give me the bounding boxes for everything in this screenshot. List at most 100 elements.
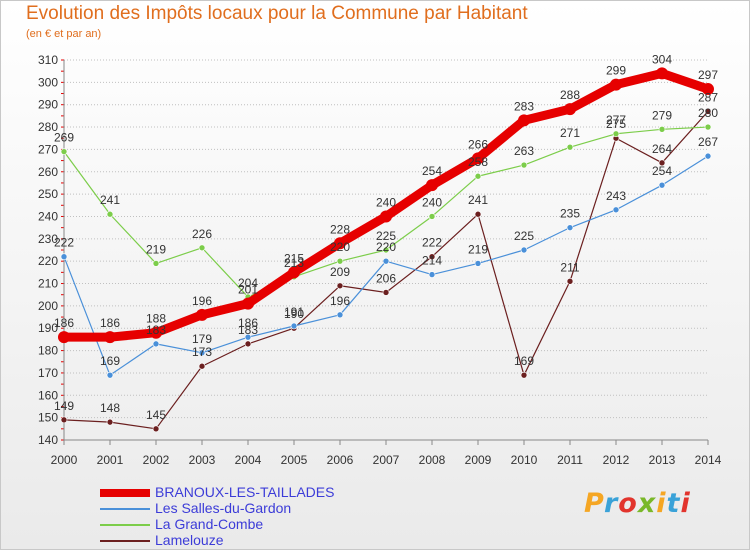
legend-label: BRANOUX-LES-TAILLADES bbox=[155, 484, 335, 500]
data-label: 183 bbox=[238, 323, 258, 337]
y-tick-label: 200 bbox=[38, 299, 58, 313]
data-point bbox=[428, 271, 436, 278]
logo-letter: o bbox=[618, 488, 638, 519]
x-tick-label: 2008 bbox=[419, 453, 446, 467]
data-label: 235 bbox=[560, 207, 580, 221]
data-label: 266 bbox=[468, 137, 488, 151]
data-point bbox=[288, 266, 300, 279]
data-point bbox=[658, 125, 666, 133]
data-label: 299 bbox=[606, 64, 626, 78]
data-point bbox=[382, 257, 390, 265]
chart-subtitle: (en € et par an) bbox=[26, 28, 102, 40]
data-label: 225 bbox=[376, 229, 396, 243]
data-label: 206 bbox=[376, 271, 396, 285]
data-label: 297 bbox=[698, 68, 718, 82]
y-tick-label: 150 bbox=[38, 411, 58, 425]
x-tick-label: 2012 bbox=[603, 453, 630, 467]
x-tick-label: 2001 bbox=[97, 453, 124, 467]
data-label: 149 bbox=[54, 399, 74, 413]
data-point bbox=[336, 257, 344, 265]
y-tick-label: 220 bbox=[38, 254, 58, 268]
data-label: 254 bbox=[652, 164, 672, 178]
data-label: 186 bbox=[238, 316, 258, 330]
data-point bbox=[382, 246, 390, 254]
data-point bbox=[336, 311, 344, 319]
data-label: 213 bbox=[284, 256, 304, 270]
data-label: 169 bbox=[100, 354, 120, 368]
data-point bbox=[704, 123, 712, 131]
x-tick-label: 2013 bbox=[649, 453, 676, 467]
y-tick-label: 230 bbox=[38, 232, 58, 246]
data-label: 283 bbox=[514, 99, 534, 113]
data-label: 220 bbox=[376, 240, 396, 254]
data-label: 243 bbox=[606, 189, 626, 203]
y-tick-label: 280 bbox=[38, 120, 58, 134]
y-tick-label: 160 bbox=[38, 388, 58, 402]
y-tick-label: 190 bbox=[38, 321, 58, 335]
x-tick-label: 2002 bbox=[143, 453, 170, 467]
data-point bbox=[656, 67, 668, 80]
data-point bbox=[58, 331, 70, 344]
y-tick-label: 260 bbox=[38, 165, 58, 179]
legend-label: Lamelouze bbox=[155, 532, 224, 548]
data-label: 183 bbox=[146, 323, 166, 337]
data-label: 219 bbox=[146, 242, 166, 256]
data-label: 209 bbox=[330, 265, 350, 279]
data-point bbox=[518, 114, 530, 127]
data-point bbox=[152, 425, 160, 433]
data-label: 215 bbox=[284, 251, 304, 265]
data-point bbox=[612, 130, 620, 138]
data-label: 225 bbox=[514, 229, 534, 243]
data-label: 173 bbox=[192, 345, 212, 359]
data-label: 240 bbox=[376, 195, 396, 209]
y-tick-label: 180 bbox=[38, 344, 58, 358]
y-tick-label: 290 bbox=[38, 98, 58, 112]
data-label: 196 bbox=[192, 294, 212, 308]
data-label: 263 bbox=[514, 144, 534, 158]
chart-title: Evolution des Impôts locaux pour la Comm… bbox=[26, 3, 528, 24]
logo-letter: P bbox=[584, 488, 604, 519]
data-point bbox=[428, 213, 436, 220]
series-line bbox=[63, 111, 709, 430]
data-point bbox=[702, 83, 714, 96]
data-label: 220 bbox=[330, 240, 350, 254]
data-label: 186 bbox=[100, 316, 120, 330]
data-label: 145 bbox=[146, 408, 166, 422]
data-point bbox=[520, 246, 528, 254]
data-label: 148 bbox=[100, 401, 120, 415]
data-point bbox=[612, 206, 620, 214]
data-point bbox=[520, 161, 528, 169]
x-tick-label: 2004 bbox=[235, 453, 262, 467]
data-point bbox=[428, 253, 436, 261]
data-point bbox=[198, 349, 206, 357]
data-label: 179 bbox=[192, 332, 212, 346]
data-label: 279 bbox=[652, 108, 672, 122]
data-point bbox=[658, 181, 666, 189]
data-point bbox=[472, 152, 484, 165]
data-point bbox=[60, 148, 68, 155]
data-point bbox=[196, 308, 208, 321]
data-point bbox=[564, 103, 576, 116]
logo-letter: t bbox=[666, 488, 681, 519]
data-point bbox=[474, 260, 482, 267]
data-label: 277 bbox=[606, 113, 626, 127]
proxiti-logo: Proxiti bbox=[584, 488, 691, 519]
data-point bbox=[60, 253, 68, 261]
data-label: 191 bbox=[284, 305, 304, 319]
data-point bbox=[60, 416, 68, 424]
data-point bbox=[242, 297, 254, 310]
x-tick-label: 2014 bbox=[695, 453, 722, 467]
x-tick-label: 2011 bbox=[557, 453, 583, 467]
x-tick-label: 2005 bbox=[281, 453, 308, 467]
data-label: 241 bbox=[100, 193, 120, 207]
data-point bbox=[474, 210, 482, 218]
data-label: 288 bbox=[560, 88, 580, 102]
data-point bbox=[566, 224, 574, 231]
x-tick-label: 2007 bbox=[373, 453, 400, 467]
data-point bbox=[106, 210, 114, 218]
data-label: 241 bbox=[468, 193, 488, 207]
x-tick-label: 2006 bbox=[327, 453, 354, 467]
data-point bbox=[566, 143, 574, 151]
data-label: 169 bbox=[514, 354, 534, 368]
data-point bbox=[336, 282, 344, 290]
